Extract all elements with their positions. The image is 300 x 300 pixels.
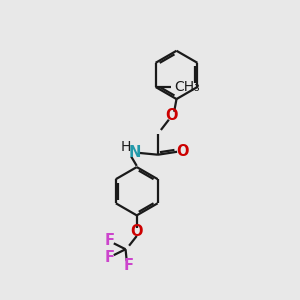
Text: N: N	[129, 145, 141, 160]
Text: H: H	[120, 140, 131, 154]
Text: O: O	[130, 224, 143, 239]
Text: O: O	[165, 108, 178, 123]
Text: F: F	[104, 233, 114, 248]
Text: O: O	[176, 144, 188, 159]
Text: F: F	[124, 258, 134, 273]
Text: CH₃: CH₃	[175, 80, 200, 94]
Text: F: F	[104, 250, 114, 265]
